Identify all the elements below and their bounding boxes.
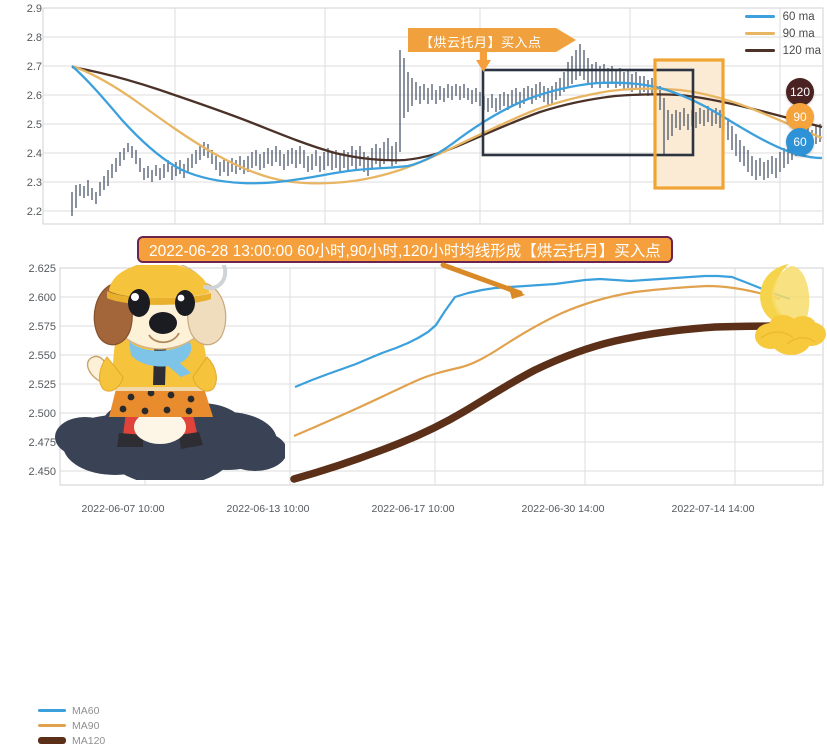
- top-ytick-6: 2.3: [26, 177, 42, 189]
- legend-label-ma90: MA90: [72, 719, 100, 732]
- buy-signal-title-text: 2022-06-28 13:00:00 60小时,90小时,120小时均线形成【…: [149, 242, 661, 260]
- bot-xtick-3: 2022-06-30 14:00: [521, 503, 605, 515]
- legend-label-90ma: 90 ma: [782, 27, 815, 40]
- bottom-ma120-line: [290, 322, 794, 483]
- legend-swatch-90ma-icon: [744, 32, 775, 35]
- dog-on-cloud-icon: [55, 265, 285, 480]
- bot-ytick-7: 2.450: [28, 466, 56, 478]
- bot-xtick-2: 2022-06-17 10:00: [371, 503, 455, 515]
- legend-item-ma90[interactable]: MA90: [38, 718, 105, 733]
- legend-swatch-ma120-icon: [38, 737, 66, 744]
- legend-label-60ma: 60 ma: [782, 10, 815, 23]
- top-ytick-2: 2.7: [26, 61, 42, 73]
- legend-swatch-120ma-icon: [744, 49, 775, 52]
- highlight-rectangle: [481, 68, 695, 157]
- legend-item-ma120[interactable]: MA120: [38, 733, 105, 748]
- badge-120[interactable]: 120: [786, 78, 814, 106]
- top-ytick-5: 2.4: [26, 148, 42, 160]
- legend-swatch-60ma-icon: [744, 15, 775, 18]
- top-ma60-line: [71, 65, 823, 185]
- bot-ytick-0: 2.625: [28, 263, 56, 275]
- bot-xtick-4: 2022-07-14 14:00: [671, 503, 755, 515]
- pointer-arrow-icon: [440, 262, 525, 299]
- legend-swatch-ma60-icon: [38, 709, 66, 712]
- down-arrow-icon: [476, 46, 491, 72]
- bot-xtick-0: 2022-06-07 10:00: [81, 503, 165, 515]
- legend-swatch-ma90-icon: [38, 723, 66, 728]
- bot-ytick-4: 2.525: [28, 379, 56, 391]
- top-ytick-0: 2.9: [26, 3, 42, 15]
- bottom-chart-panel: 2.625 2.600 2.575 2.550 2.525 2.500 2.47…: [0, 255, 827, 747]
- highlight-box-fill: [655, 60, 723, 188]
- bot-ytick-2: 2.575: [28, 321, 56, 333]
- top-chart-panel: 2.9 2.8 2.7 2.6 2.5 2.4 2.3 2.2: [0, 0, 827, 232]
- badge-60[interactable]: 60: [786, 128, 814, 156]
- top-ytick-3: 2.6: [26, 90, 42, 102]
- badge-90[interactable]: 90: [786, 103, 814, 131]
- buy-point-annotation-banner: 【烘云托月】买入点: [408, 26, 578, 54]
- top-ytick-7: 2.2: [26, 206, 42, 218]
- bottom-chart-legend: MA60 MA90 MA120: [38, 703, 105, 748]
- top-ytick-4: 2.5: [26, 119, 42, 131]
- highlight-box-outline: [653, 58, 725, 190]
- bot-ytick-1: 2.600: [28, 292, 56, 304]
- legend-label-ma60: MA60: [72, 704, 100, 717]
- top-ytick-1: 2.8: [26, 32, 42, 44]
- legend-item-ma60[interactable]: MA60: [38, 703, 105, 718]
- legend-label-ma120: MA120: [72, 734, 106, 747]
- buy-point-annotation-text: 【烘云托月】买入点: [420, 35, 542, 50]
- bot-ytick-3: 2.550: [28, 350, 56, 362]
- bottom-ma60-line: [294, 274, 791, 389]
- crescent-moon-cloud-icon: [755, 264, 826, 355]
- legend-label-120ma: 120 ma: [782, 44, 821, 57]
- bot-ytick-6: 2.475: [28, 437, 56, 449]
- bot-ytick-5: 2.500: [28, 408, 56, 420]
- legend-item-90ma[interactable]: 90 ma: [744, 25, 821, 42]
- top-chart-legend: 60 ma 90 ma 120 ma: [744, 8, 821, 59]
- buy-signal-title-banner: 2022-06-28 13:00:00 60小时,90小时,120小时均线形成【…: [137, 236, 673, 263]
- legend-item-120ma[interactable]: 120 ma: [744, 42, 821, 59]
- bot-xtick-1: 2022-06-13 10:00: [226, 503, 310, 515]
- bottom-ma90-line: [293, 284, 781, 438]
- legend-item-60ma[interactable]: 60 ma: [744, 8, 821, 25]
